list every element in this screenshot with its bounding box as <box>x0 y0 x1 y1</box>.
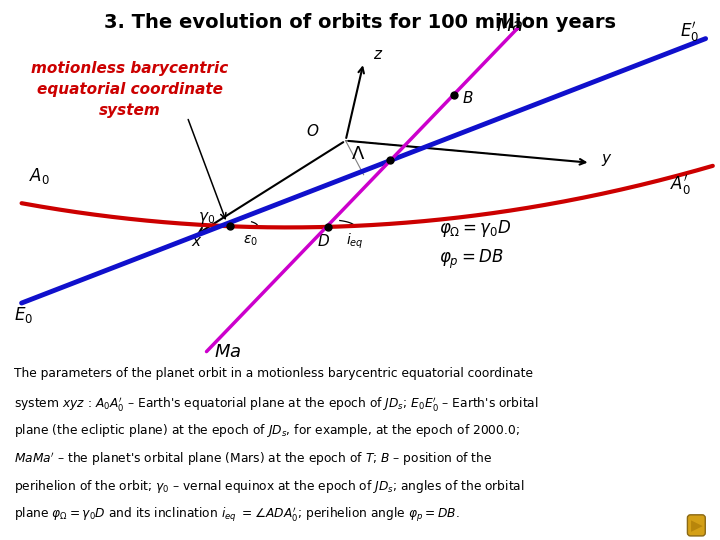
Text: $B$: $B$ <box>462 90 474 106</box>
Text: $\gamma_0$: $\gamma_0$ <box>198 210 215 226</box>
Text: $D$: $D$ <box>317 233 330 248</box>
Text: $Ma$: $Ma$ <box>214 343 241 361</box>
Text: $i_{eq}$: $i_{eq}$ <box>346 232 364 251</box>
Text: $y$: $y$ <box>601 152 613 168</box>
Text: motionless barycentric
equatorial coordinate
system: motionless barycentric equatorial coordi… <box>31 61 228 118</box>
Text: $z$: $z$ <box>373 47 383 62</box>
Text: $\varphi_p = DB$: $\varphi_p = DB$ <box>439 248 504 271</box>
Text: $\varphi_\Omega = \gamma_0 D$: $\varphi_\Omega = \gamma_0 D$ <box>439 218 512 239</box>
Text: The parameters of the planet orbit in a motionless barycentric equatorial coordi: The parameters of the planet orbit in a … <box>14 367 534 380</box>
Text: $O$: $O$ <box>306 123 320 139</box>
Text: $A_0$: $A_0$ <box>29 166 50 186</box>
Text: perihelion of the orbit; $\gamma_0$ – vernal equinox at the epoch of $JD_s$; ang: perihelion of the orbit; $\gamma_0$ – ve… <box>14 477 525 495</box>
Text: $Ma'$: $Ma'$ <box>496 17 528 36</box>
Text: $A_0'$: $A_0'$ <box>670 173 690 198</box>
Text: ▶: ▶ <box>690 518 702 533</box>
Text: $\varepsilon_0$: $\varepsilon_0$ <box>243 234 258 248</box>
Text: plane (the ecliptic plane) at the epoch of $JD_s$, for example, at the epoch of : plane (the ecliptic plane) at the epoch … <box>14 422 520 440</box>
Text: $\Lambda$: $\Lambda$ <box>351 145 365 163</box>
Text: system $xyz$ : $A_0A_0'$ – Earth's equatorial plane at the epoch of $JD_s$; $E_0: system $xyz$ : $A_0A_0'$ – Earth's equat… <box>14 395 539 413</box>
Text: $MaMa'$ – the planet's orbital plane (Mars) at the epoch of $T$; $B$ – position : $MaMa'$ – the planet's orbital plane (Ma… <box>14 450 492 468</box>
Text: 3. The evolution of orbits for 100 million years: 3. The evolution of orbits for 100 milli… <box>104 14 616 32</box>
Text: plane $\varphi_\Omega$$= \gamma_0D$ and its inclination $i_{eq}$ $= \angle ADA_0: plane $\varphi_\Omega$$= \gamma_0D$ and … <box>14 505 460 524</box>
Text: $E_0'$: $E_0'$ <box>680 21 700 44</box>
Text: $x$: $x$ <box>191 234 202 249</box>
Text: $E_0$: $E_0$ <box>14 305 34 325</box>
